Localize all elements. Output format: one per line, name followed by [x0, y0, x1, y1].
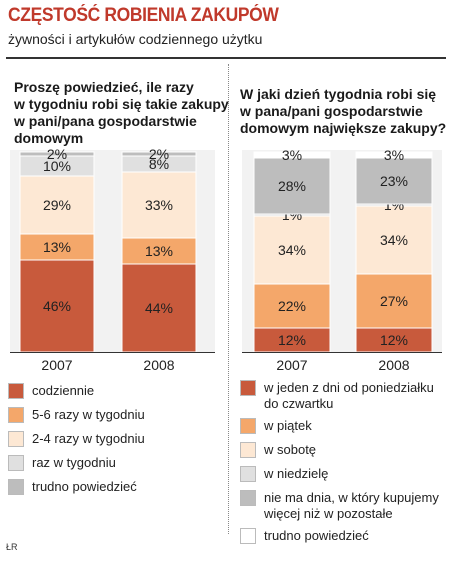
credit-text: ŁR [6, 542, 18, 552]
right-data-label: 12% [278, 332, 306, 348]
left-legend-swatch [8, 455, 24, 471]
right-bar-2007-1 [253, 327, 331, 353]
left-legend-swatch [8, 383, 24, 399]
right-data-label: 28% [278, 178, 306, 194]
right-data-label: 3% [282, 147, 302, 163]
right-question-line: W jaki dzień tygodnia robi się [240, 86, 437, 102]
right-bar-2007-2 [253, 283, 331, 329]
right-legend-label: w niedzielę [264, 466, 329, 481]
right-legend-label: w sobotę [264, 442, 317, 457]
panel-separator [228, 64, 229, 534]
left-question-line: Proszę powiedzieć, ile razy [14, 79, 194, 95]
left-legend-item: trudno powiedzieć [8, 479, 137, 495]
left-data-label: 13% [43, 239, 71, 255]
left-data-label: 2% [47, 146, 67, 162]
left-data-label: 33% [145, 197, 173, 213]
right-year-label: 2008 [378, 357, 409, 373]
left-bar-2007-5 [19, 151, 95, 157]
page-title: CZĘSTOŚĆ ROBIENIA ZAKUPÓW [8, 5, 279, 26]
left-data-label: 10% [43, 158, 71, 174]
left-legend-label: trudno powiedzieć [32, 479, 137, 494]
right-data-label: 3% [384, 147, 404, 163]
right-bar-2008-2 [355, 273, 433, 329]
left-legend: codziennie 5-6 razy w tygodniu 2-4 razy w … [8, 383, 223, 503]
left-data-label: 13% [145, 243, 173, 259]
left-legend-label: codziennie [32, 383, 95, 398]
left-legend-item: 2-4 razy w tygodniu [8, 431, 145, 447]
right-data-label: 12% [380, 332, 408, 348]
left-legend-swatch [8, 407, 24, 423]
left-year-label: 2008 [143, 357, 174, 373]
right-legend-item: w piątek [240, 418, 312, 434]
right-legend-item: w niedzielę [240, 466, 328, 482]
right-bar-2008-5 [355, 157, 433, 205]
right-legend-swatch [240, 528, 256, 544]
left-legend-swatch [8, 431, 24, 447]
right-data-label: 22% [278, 298, 306, 314]
right-legend-label: nie ma dnia, w który kupujemy więcej niż … [264, 490, 439, 521]
right-legend-label: w piątek [264, 418, 312, 433]
left-data-label: 44% [145, 300, 173, 316]
left-question-line: domowym [14, 130, 84, 146]
left-data-label: 8% [149, 156, 169, 172]
left-year-label: 2007 [41, 357, 72, 373]
left-bar-2007-2 [19, 233, 95, 261]
right-data-label: 27% [380, 293, 408, 309]
right-question-line: domowym największe zakupy? [240, 120, 447, 136]
right-question-line: w pana/pani gospodarstwie [240, 103, 423, 119]
left-legend-label: 2-4 razy w tygodniu [32, 431, 145, 446]
right-bar-2007-3 [253, 215, 331, 285]
left-data-label: 29% [43, 197, 71, 213]
right-question: W jaki dzień tygodnia robi się w pana/pan… [240, 86, 450, 137]
left-question-line: w pani/pana gospodarstwie [14, 113, 197, 129]
right-bar-2007-6 [253, 151, 331, 159]
left-data-label: 46% [43, 298, 71, 314]
right-bar-2008-6 [355, 151, 433, 159]
left-question-line: w tygodniu robi się takie zakupy [14, 96, 229, 112]
right-legend-item: trudno powiedzieć [240, 528, 369, 544]
left-bar-2007-3 [19, 175, 95, 235]
right-legend-swatch [240, 466, 256, 482]
left-legend-swatch [8, 479, 24, 495]
right-year-label: 2007 [276, 357, 307, 373]
right-data-label: 23% [380, 173, 408, 189]
left-legend-item: raz w tygodniu [8, 455, 116, 471]
left-legend-label: 5-6 razy w tygodniu [32, 407, 145, 422]
right-legend-label: w jeden z dni od poniedziałku do czwartku [264, 380, 434, 411]
right-legend-item: w jeden z dni od poniedziałku do czwartku [240, 380, 434, 412]
right-legend-item: nie ma dnia, w który kupujemy więcej niż … [240, 490, 439, 522]
right-legend: w jeden z dni od poniedziałku do czwartku… [240, 380, 450, 550]
right-data-label: 34% [278, 242, 306, 258]
right-legend-swatch [240, 380, 256, 396]
left-legend-label: raz w tygodniu [32, 455, 116, 470]
right-bar-2008-1 [355, 327, 433, 353]
right-legend-swatch [240, 418, 256, 434]
right-legend-item: w sobotę [240, 442, 316, 458]
right-data-label: 34% [380, 232, 408, 248]
right-bar-2008-3 [355, 205, 433, 275]
header-rule [6, 57, 446, 59]
left-question: Proszę powiedzieć, ile razy w tygodniu ro… [14, 79, 229, 147]
left-legend-item: 5-6 razy w tygodniu [8, 407, 145, 423]
left-legend-item: codziennie [8, 383, 94, 399]
page-subtitle: żywności i artykułów codziennego użytku [8, 31, 263, 47]
left-bar-2008-3 [121, 171, 197, 239]
left-bar-2008-5 [121, 151, 197, 157]
right-legend-label: trudno powiedzieć [264, 528, 369, 543]
right-legend-swatch [240, 490, 256, 506]
left-data-label: 2% [149, 146, 169, 162]
right-legend-swatch [240, 442, 256, 458]
